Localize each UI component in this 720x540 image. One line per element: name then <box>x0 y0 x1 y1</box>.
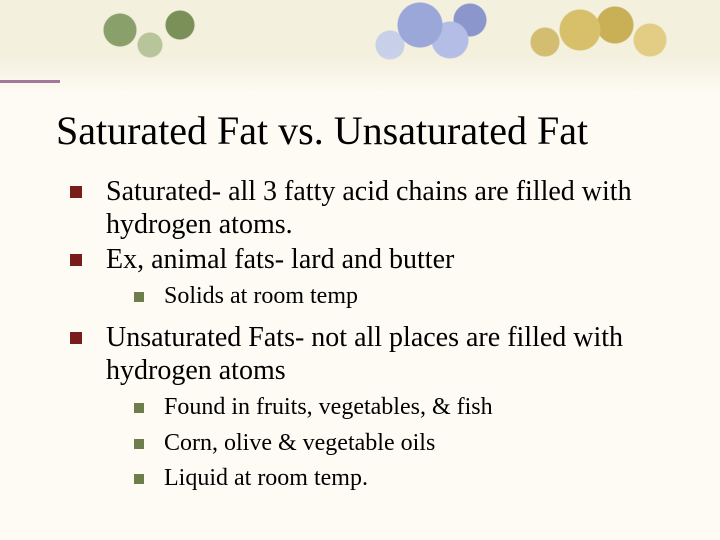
bullet-text: Liquid at room temp. <box>164 464 670 493</box>
accent-bar <box>0 80 60 83</box>
square-bullet-icon <box>134 292 144 302</box>
square-bullet-icon <box>70 186 82 198</box>
square-bullet-icon <box>70 332 82 344</box>
list-item: Found in fruits, vegetables, & fish <box>134 393 670 422</box>
square-bullet-icon <box>134 403 144 413</box>
list-item: Unsaturated Fats- not all places are fil… <box>70 321 670 387</box>
bullet-text: Corn, olive & vegetable oils <box>164 429 670 458</box>
bullet-text: Saturated- all 3 fatty acid chains are f… <box>106 175 670 241</box>
bullet-text: Solids at room temp <box>164 282 670 311</box>
square-bullet-icon <box>134 439 144 449</box>
list-item: Solids at room temp <box>134 282 670 311</box>
square-bullet-icon <box>134 474 144 484</box>
slide-title: Saturated Fat vs. Unsaturated Fat <box>56 110 588 152</box>
bullet-text: Ex, animal fats- lard and butter <box>106 243 670 276</box>
bullet-text: Found in fruits, vegetables, & fish <box>164 393 670 422</box>
list-item: Ex, animal fats- lard and butter <box>70 243 670 276</box>
slide: Saturated Fat vs. Unsaturated Fat Satura… <box>0 0 720 540</box>
list-item: Corn, olive & vegetable oils <box>134 429 670 458</box>
list-item: Liquid at room temp. <box>134 464 670 493</box>
square-bullet-icon <box>70 254 82 266</box>
list-item: Saturated- all 3 fatty acid chains are f… <box>70 175 670 241</box>
bullet-text: Unsaturated Fats- not all places are fil… <box>106 321 670 387</box>
slide-body: Saturated- all 3 fatty acid chains are f… <box>70 175 670 495</box>
